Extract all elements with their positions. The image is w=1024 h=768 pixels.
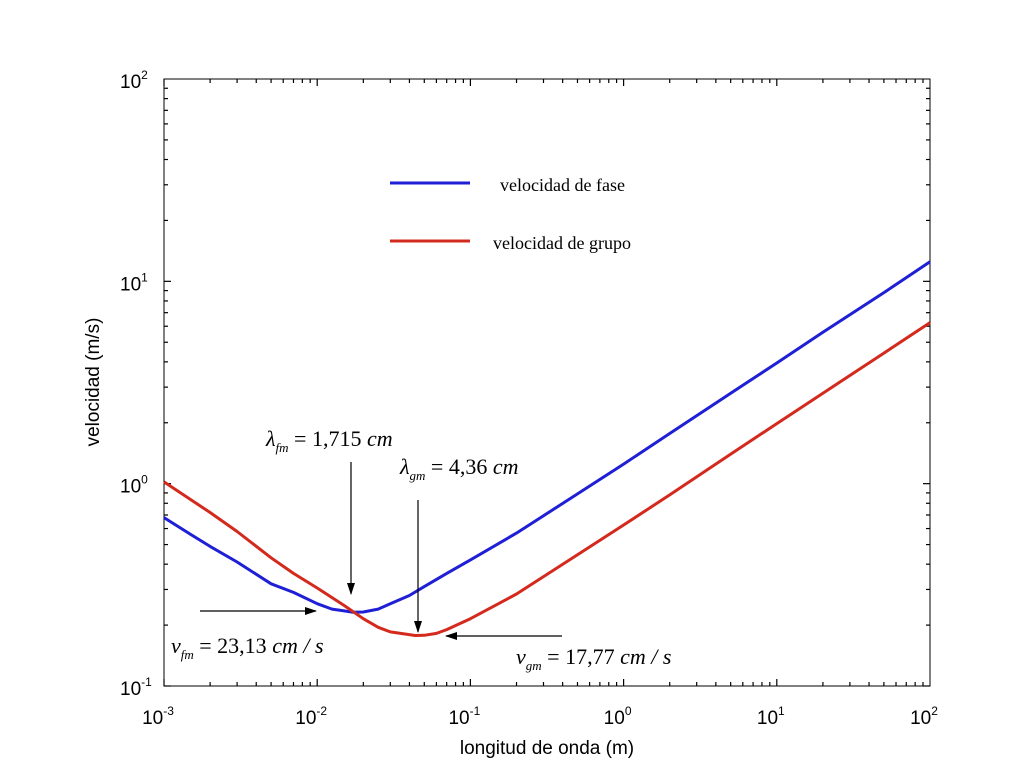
y-tick-label: 101 [120,270,148,295]
annotation-v-fm: vfm = 23,13 cm / s [171,607,324,662]
x-axis-title: longitud de onda (m) [460,738,634,759]
svg-text:vfm = 23,13 cm / s: vfm = 23,13 cm / s [171,633,324,662]
series-line-1 [163,321,931,637]
legend-label-fase: velocidad de fase [500,175,625,195]
annotation-lambda-gm-value: = 4,36 [425,454,492,479]
plot-frame [163,78,931,687]
x-tick-label: 10-2 [295,704,327,729]
annotation-v-gm-unit: cm / s [620,644,671,669]
annotation-lambda-gm-symbol: λ [399,454,410,479]
annotation-v-fm-value: = 23,13 [194,633,272,658]
series-line-0 [163,260,931,614]
x-tick-labels: 10-3 10-2 10-1 100 101 102 [142,704,938,729]
annotation-v-gm-sub: gm [526,658,542,673]
annotation-v-gm-symbol: v [516,644,526,669]
svg-text:λfm = 1,715 cm: λfm = 1,715 cm [265,426,393,455]
y-tick-label: 10-1 [120,675,152,700]
x-tick-label: 100 [604,704,632,729]
x-tick-label: 101 [757,704,785,729]
annotation-lambda-fm-unit: cm [367,426,393,451]
legend-label-grupo: velocidad de grupo [493,233,631,253]
minor-ticks [163,79,930,687]
series-lines [163,260,931,637]
x-tick-label: 10-1 [448,704,480,729]
annotation-v-fm-unit: cm / s [272,633,323,658]
y-axis-title: velocidad (m/s) [83,318,104,447]
annotation-lambda-gm-sub: gm [410,468,426,483]
annotation-v-gm: vgm = 17,77 cm / s [445,632,671,673]
annotation-v-gm-value: = 17,77 [542,644,620,669]
svg-text:vgm = 17,77 cm / s: vgm = 17,77 cm / s [516,644,671,673]
annotation-lambda-fm-value: = 1,715 [289,426,367,451]
y-tick-label: 102 [120,68,148,93]
annotation-lambda-fm-sub: fm [276,440,289,455]
annotation-v-fm-sub: fm [181,647,194,662]
annotation-lambda-gm: λgm = 4,36 cm [399,454,519,633]
annotation-lambda-fm-symbol: λ [265,426,276,451]
y-tick-label: 100 [120,473,148,498]
annotation-lambda-fm: λfm = 1,715 cm [265,426,393,595]
legend: velocidad de fase velocidad de grupo [390,175,631,253]
x-tick-label: 102 [910,704,938,729]
annotation-v-fm-symbol: v [171,633,181,658]
y-tick-labels: 10-1 100 101 102 [120,68,152,700]
x-tick-label: 10-3 [142,704,174,729]
svg-text:λgm = 4,36 cm: λgm = 4,36 cm [399,454,519,483]
annotation-lambda-gm-unit: cm [493,454,519,479]
